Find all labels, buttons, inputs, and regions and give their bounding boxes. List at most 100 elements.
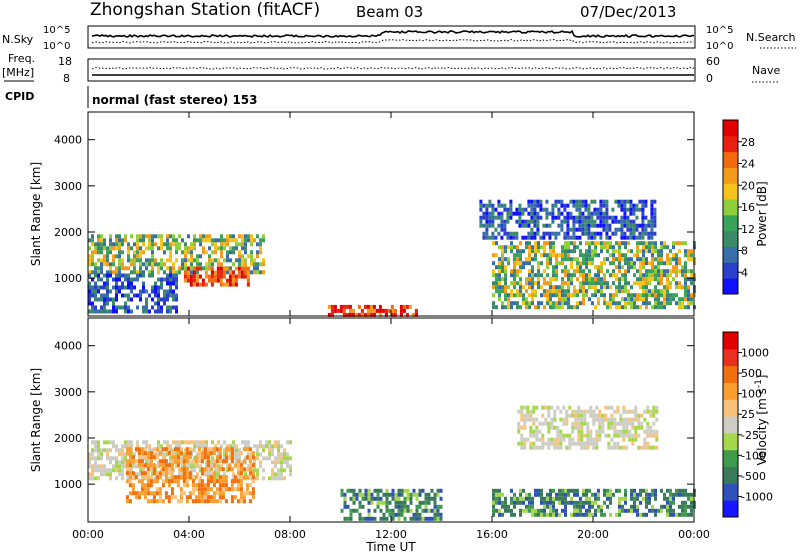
scatter-cell [630,293,633,298]
scatter-cell [342,304,346,309]
scatter-cell [369,308,373,313]
scatter-cell [599,207,603,212]
scatter-cell [561,257,564,262]
scatter-cell [181,266,184,271]
scatter-cell [492,285,495,290]
scatter-cell [208,262,211,267]
scatter-cell [103,262,106,267]
scatter-cell [570,241,573,246]
scatter-cell [594,289,597,294]
scatter-cell [621,241,624,246]
scatter-cell [217,258,220,263]
scatter-cell [219,278,223,283]
scatter-cell [130,289,133,294]
scatter-cell [570,496,573,501]
scatter-cell [230,483,234,488]
scatter-cell [583,421,587,426]
scatter-cell [495,508,498,513]
scatter-cell [172,242,175,247]
scatter-cell [152,447,156,452]
scatter-cell [528,500,531,505]
scatter-cell [485,211,489,216]
scatter-cell [640,445,644,450]
scatter-cell [161,479,165,484]
scatter-cell [154,452,157,457]
scatter-cell [553,441,557,446]
scatter-cell [166,246,169,251]
scatter-cell [262,476,265,481]
scatter-cell [212,475,216,480]
scatter-cell [400,504,404,509]
scatter-cell [593,235,597,240]
scatter-cell [112,277,115,282]
scatter-cell [97,309,100,314]
scatter-cell [109,262,112,267]
scatter-cell [582,492,585,497]
scatter-cell [415,512,419,517]
scatter-cell [569,199,573,204]
scatter-cell [172,262,175,267]
scatter-cell [112,440,115,445]
scatter-cell [672,269,675,274]
scatter-cell [594,245,597,250]
scatter-cell [136,242,139,247]
scatter-cell [605,199,609,204]
scatter-cell [133,262,136,267]
scatter-cell [268,444,271,449]
scatter-cell [519,492,522,497]
scatter-cell [379,500,383,505]
scatter-cell [525,297,528,302]
scatter-cell [230,467,234,472]
scatter-cell [583,445,587,450]
scatter-cell [563,207,567,212]
scatter-cell [225,266,229,271]
scatter-cell [106,277,109,282]
scatter-cell [605,219,609,224]
scatter-cell [579,285,582,290]
scatter-cell [527,223,531,228]
scatter-cell [594,496,597,501]
scatter-cell [97,456,100,461]
scatter-cell [370,516,374,521]
scatter-cell [684,285,687,290]
scatter-cell [519,508,522,513]
scatter-cell [660,289,663,294]
scatter-cell [109,234,112,239]
scatter-cell [115,305,118,310]
scatter-cell [653,231,657,236]
scatter-cell [175,277,178,282]
scatter-cell [492,488,495,493]
scatter-cell [609,253,612,258]
scatter-cell [678,257,681,262]
scatter-cell [154,242,157,247]
scatter-cell [527,231,531,236]
scatter-cell [552,293,555,298]
scatter-cell [149,499,153,504]
scatter-cell [97,234,100,239]
scatter-cell [133,266,136,271]
scatter-cell [561,281,564,286]
scatter-cell [200,471,204,476]
scatter-cell [543,277,546,282]
scatter-cell [522,301,525,306]
scatter-cell [547,429,551,434]
scatter-cell [196,262,199,267]
scatter-cell [200,487,204,492]
scatter-cell [280,464,283,469]
scatter-cell [608,235,612,240]
scatter-cell [621,277,624,282]
scatter-cell [280,472,283,477]
scatter-cell [530,227,534,232]
scatter-cell [214,250,217,255]
scatter-cell [516,301,519,306]
scatter-cell [631,417,635,422]
scatter-cell [636,257,639,262]
scatter-cell [244,472,247,477]
scatter-cell [232,444,235,449]
scatter-cell [687,277,690,282]
scatter-cell [194,483,198,488]
scatter-cell [271,476,274,481]
scatter-cell [549,508,552,513]
scatter-cell [224,475,228,480]
scatter-cell [206,463,210,468]
